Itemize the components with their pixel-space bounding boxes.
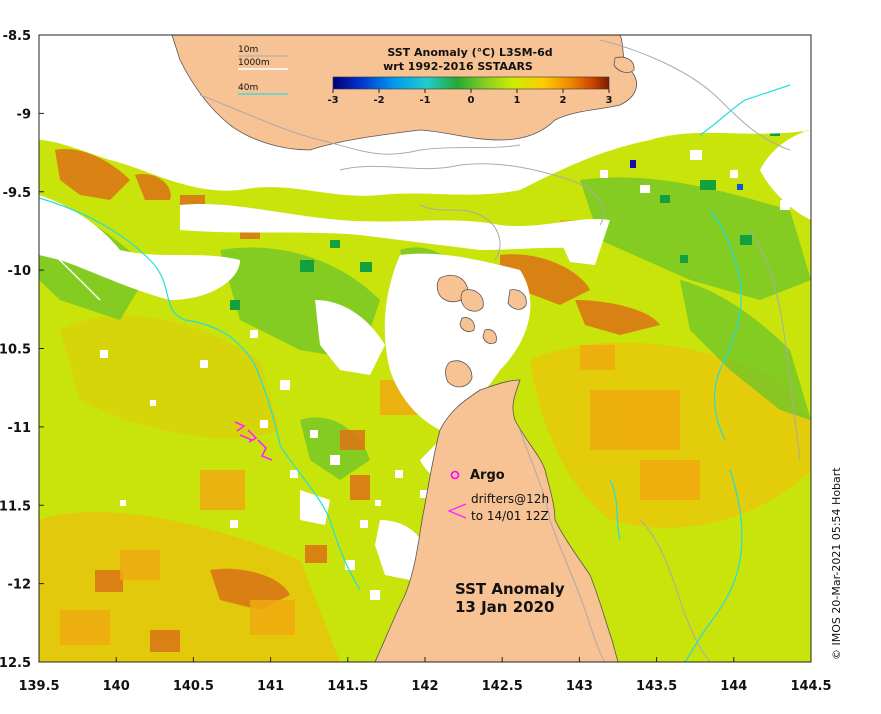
torres-strait-island-6 <box>459 317 475 332</box>
torres-strait-island-4 <box>507 289 527 310</box>
drifter-track <box>257 439 273 461</box>
x-tick-label: 141.5 <box>327 679 368 694</box>
drifter-legend-line2: to 14/01 12Z <box>471 509 549 523</box>
x-tick-label: 143.5 <box>636 679 677 694</box>
land-masses <box>171 35 637 662</box>
colorbar-ticks: -3 -2 -1 0 1 2 3 <box>327 89 613 106</box>
y-tick-label: -11 <box>8 421 32 436</box>
drifter-legend-line1: drifters@12h <box>471 492 549 506</box>
warm-anomaly-region-west <box>60 315 280 439</box>
colorbar: SST Anomaly (°C) L3SM-6d wrt 1992-2016 S… <box>327 46 612 106</box>
x-tick-label: 143 <box>566 679 593 694</box>
torres-strait-island-2 <box>460 289 484 312</box>
y-tick-label: -12 <box>8 578 32 593</box>
colorbar-tick-label: 3 <box>606 95 613 106</box>
x-tick-label: 144 <box>720 679 747 694</box>
argo-marker-icon <box>450 470 460 480</box>
colorbar-tick-label: -1 <box>419 95 430 106</box>
map-title-line1: SST Anomaly <box>455 580 565 598</box>
cape-york-peninsula <box>374 379 619 662</box>
torres-strait-island-3 <box>445 360 473 388</box>
credit-text: © IMOS 20-Mar-2021 05:54 Hobart <box>830 467 843 660</box>
drifter-tracks <box>234 421 273 461</box>
new-guinea-coast <box>171 35 637 151</box>
y-tick-label: -9.5 <box>3 186 31 201</box>
argo-legend: Argo <box>450 468 505 483</box>
drifter-legend: drifters@12h to 14/01 12Z <box>447 492 549 523</box>
contour-legend: 10m 1000m 40m <box>238 45 288 95</box>
x-tick-label: 141 <box>257 679 284 694</box>
argo-label: Argo <box>470 468 505 483</box>
colorbar-gradient <box>332 76 610 90</box>
torres-strait-island-1 <box>436 274 469 303</box>
torres-strait-island-7 <box>613 56 635 73</box>
colorbar-title-line1: SST Anomaly (°C) L3SM-6d <box>387 46 552 59</box>
depth-contour-40m <box>39 84 791 662</box>
colorbar-tick-label: -3 <box>327 95 338 106</box>
x-tick-label: 140.5 <box>173 679 214 694</box>
drifter-legend-icon <box>447 503 467 519</box>
torres-strait-island-5 <box>482 329 497 344</box>
x-tick-label: 142 <box>411 679 438 694</box>
colorbar-title-line2: wrt 1992-2016 SSTAARS <box>383 60 533 73</box>
x-tick-label: 144.5 <box>790 679 831 694</box>
depth-contour-10m <box>199 39 801 662</box>
colorbar-tick-label: 2 <box>560 95 567 106</box>
missing-data-pixels <box>100 150 790 600</box>
x-tick-label: 140 <box>103 679 130 694</box>
map-plot-area <box>39 35 811 662</box>
map-title-line2: 13 Jan 2020 <box>455 598 554 616</box>
strong-warm-anomaly-patches <box>55 149 660 652</box>
legend-label-40m: 40m <box>238 83 258 93</box>
y-tick-label: -11.5 <box>0 499 31 514</box>
x-tick-label: 139.5 <box>18 679 59 694</box>
y-tick-label: -10.5 <box>0 343 31 358</box>
y-tick-label: -10 <box>8 264 32 279</box>
drifter-track <box>234 421 246 432</box>
depth-contour-1000m <box>39 39 811 301</box>
y-axis: -8.5 -9 -9.5 -10 -10.5 -11 -11.5 -12 -12.5 <box>0 29 44 671</box>
x-tick-label: 142.5 <box>482 679 523 694</box>
y-tick-label: -8.5 <box>3 29 31 44</box>
x-axis: 139.5 140 140.5 141 141.5 142 142.5 143 143.5 144… <box>18 657 832 694</box>
drifter-track <box>239 434 253 441</box>
y-tick-label: -9 <box>17 107 31 122</box>
colorbar-tick-label: 0 <box>468 95 475 106</box>
legend-label-10m: 10m <box>238 45 258 55</box>
y-tick-label: -12.5 <box>0 656 31 671</box>
drifter-track <box>247 429 258 443</box>
legend-label-1000m: 1000m <box>238 58 270 68</box>
colorbar-tick-label: -2 <box>373 95 384 106</box>
colorbar-tick-label: 1 <box>514 95 521 106</box>
